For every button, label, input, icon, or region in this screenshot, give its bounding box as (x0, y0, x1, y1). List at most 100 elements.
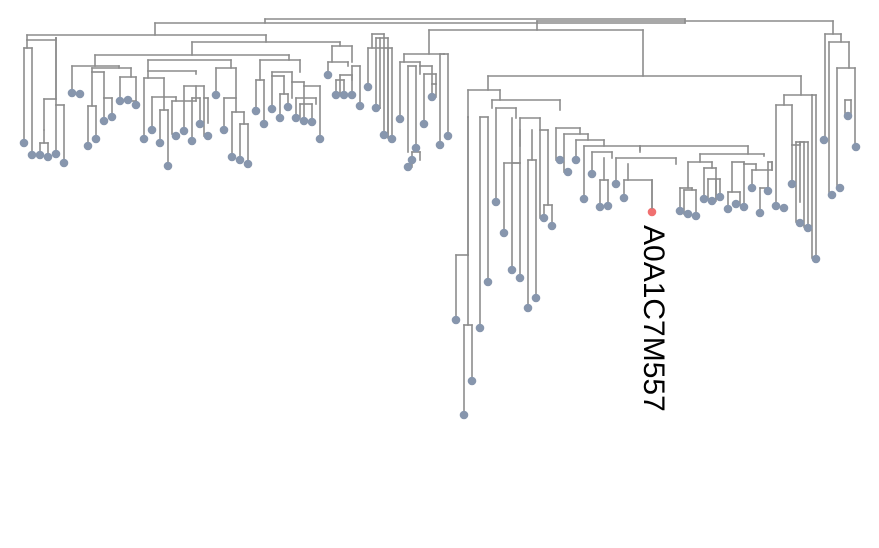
leaf-node (355, 101, 365, 111)
leaf-node (467, 376, 477, 386)
leaf-node (587, 169, 597, 179)
leaf-node (339, 90, 349, 100)
leaf-node (139, 134, 149, 144)
leaf-node (227, 152, 237, 162)
leaf-node (163, 161, 173, 171)
leaf-node (171, 131, 181, 141)
leaf-node (483, 277, 493, 287)
leaf-node (283, 102, 293, 112)
leaf-node (603, 201, 613, 211)
leaf-node (275, 113, 285, 123)
leaf-node (747, 183, 757, 193)
leaf-node (539, 213, 549, 223)
leaf-node (347, 90, 357, 100)
leaf-node (99, 116, 109, 126)
leaf-node (451, 315, 461, 325)
leaf-node (407, 155, 417, 165)
leaf-node (27, 150, 37, 160)
leaf-node (755, 208, 765, 218)
leaf-node (779, 203, 789, 213)
leaf-node (51, 149, 61, 159)
leaf-node (787, 179, 797, 189)
leaf-node (419, 119, 429, 129)
leaf-node (371, 103, 381, 113)
leaf-node (723, 204, 733, 214)
leaf-node (75, 89, 85, 99)
highlighted-leaf-node (647, 207, 657, 217)
leaf-node (43, 152, 53, 162)
leaf-node (411, 143, 421, 153)
leaf-node (243, 159, 253, 169)
leaf-node (67, 88, 77, 98)
leaf-node (83, 141, 93, 151)
leaf-node (91, 134, 101, 144)
leaf-node (19, 138, 29, 148)
leaf-node (579, 194, 589, 204)
leaf-node (835, 183, 845, 193)
leaf-node (395, 114, 405, 124)
leaf-node (267, 104, 277, 114)
leaf-node (179, 126, 189, 136)
leaf-node (187, 136, 197, 146)
leaf-node (403, 162, 413, 172)
leaf-node (691, 211, 701, 221)
leaf-node (299, 116, 309, 126)
leaf-node (107, 112, 117, 122)
leaf-node (851, 142, 861, 152)
leaf-node (427, 92, 437, 102)
leaf-node (131, 100, 141, 110)
leaf-node (531, 293, 541, 303)
leaf-node (435, 140, 445, 150)
leaf-node (731, 199, 741, 209)
leaf-node (827, 190, 837, 200)
leaf-node (763, 186, 773, 196)
leaf-node (811, 254, 821, 264)
leaf-node (379, 130, 389, 140)
leaf-node (771, 201, 781, 211)
leaf-node (499, 228, 509, 238)
leaf-node (803, 223, 813, 233)
leaf-node (155, 138, 165, 148)
leaf-node (611, 179, 621, 189)
leaf-node (251, 106, 261, 116)
leaf-node (683, 209, 693, 219)
leaf-node (571, 155, 581, 165)
leaf-node (843, 111, 853, 121)
leaf-node (443, 131, 453, 141)
leaf-node (35, 150, 45, 160)
leaf-node (59, 158, 69, 168)
leaf-node (507, 265, 517, 275)
leaf-node (147, 125, 157, 135)
leaf-node (739, 202, 749, 212)
leaf-node (475, 323, 485, 333)
leaf-node (363, 82, 373, 92)
leaf-node (547, 221, 557, 231)
leaf-node (795, 218, 805, 228)
leaf-node (203, 131, 213, 141)
leaf-node (459, 410, 469, 420)
leaf-node (315, 134, 325, 144)
leaf-node (491, 197, 501, 207)
leaf-node (515, 273, 525, 283)
leaf-node (387, 134, 397, 144)
leaf-node (115, 96, 125, 106)
leaf-node (323, 70, 333, 80)
leaf-node (819, 135, 829, 145)
leaf-node (675, 206, 685, 216)
leaf-node (331, 90, 341, 100)
leaf-node (307, 117, 317, 127)
leaf-node (563, 167, 573, 177)
leaf-node (195, 119, 205, 129)
leaf-node (291, 113, 301, 123)
leaf-node (235, 155, 245, 165)
leaf-node (219, 125, 229, 135)
leaf-node (619, 193, 629, 203)
leaf-node (123, 95, 133, 105)
leaf-node (555, 155, 565, 165)
leaf-node (707, 196, 717, 206)
leaf-node (715, 192, 725, 202)
leaf-node (523, 303, 533, 313)
leaf-node (699, 194, 709, 204)
leaf-node (595, 202, 605, 212)
